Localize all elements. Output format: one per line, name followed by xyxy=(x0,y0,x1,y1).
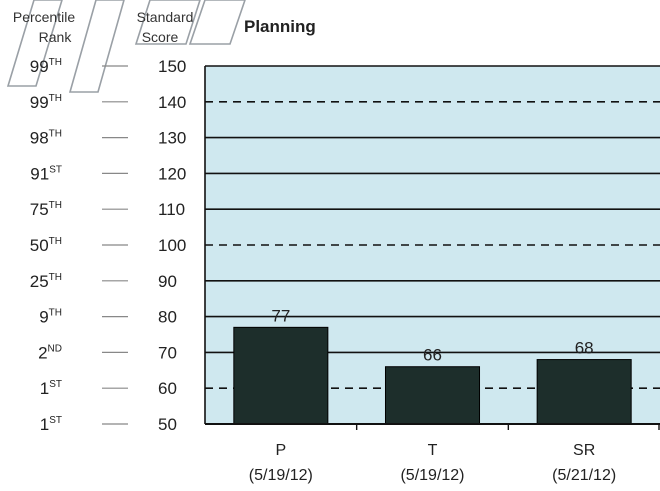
score-label-50: 50 xyxy=(158,415,177,434)
chart-title: Planning xyxy=(244,17,316,36)
category-label-SR: SR xyxy=(573,442,595,459)
score-label-130: 130 xyxy=(158,129,186,148)
percentile-header-line1: Percentile xyxy=(13,9,75,25)
category-label-T: T xyxy=(428,442,438,459)
value-label-P: 77 xyxy=(271,306,290,325)
watermark xyxy=(6,0,246,93)
percentile-label-120: 91ST xyxy=(30,164,62,183)
category-date-T: (5/19/12) xyxy=(400,467,464,484)
standard-header-line2: Score xyxy=(142,29,179,45)
category-date-P: (5/19/12) xyxy=(249,467,313,484)
percentile-label-130: 98TH xyxy=(30,129,62,148)
score-label-100: 100 xyxy=(158,236,186,255)
percentile-label-70: 2ND xyxy=(38,343,62,362)
score-label-70: 70 xyxy=(158,343,177,362)
percentile-header-line2: Rank xyxy=(39,29,73,45)
score-label-150: 150 xyxy=(158,57,186,76)
bar-P xyxy=(233,326,329,425)
score-label-90: 90 xyxy=(158,272,177,291)
score-label-80: 80 xyxy=(158,308,177,327)
bar-T xyxy=(384,366,481,425)
category-label-P: P xyxy=(275,442,286,459)
score-label-60: 60 xyxy=(158,379,177,398)
percentile-label-100: 50TH xyxy=(30,236,62,255)
bar-SR xyxy=(536,359,632,425)
standard-header-line1: Standard xyxy=(137,9,194,25)
percentile-label-110: 75TH xyxy=(30,200,62,219)
score-label-140: 140 xyxy=(158,93,186,112)
percentile-label-90: 25TH xyxy=(30,272,62,291)
percentile-label-50: 1ST xyxy=(40,415,62,434)
percentile-label-140: 99TH xyxy=(30,93,62,112)
score-label-120: 120 xyxy=(158,164,186,183)
percentile-label-150: 99TH xyxy=(30,57,62,76)
value-label-SR: 68 xyxy=(575,339,594,358)
percentile-label-60: 1ST xyxy=(40,379,62,398)
plot-area: 77 P (5/19/12) 66 T (5/19/12) 68 SR (5/21/12) xyxy=(204,65,660,484)
value-label-T: 66 xyxy=(423,346,442,365)
percentile-label-80: 9TH xyxy=(39,308,62,327)
score-label-110: 110 xyxy=(158,200,185,219)
category-date-SR: (5/21/12) xyxy=(552,467,616,484)
